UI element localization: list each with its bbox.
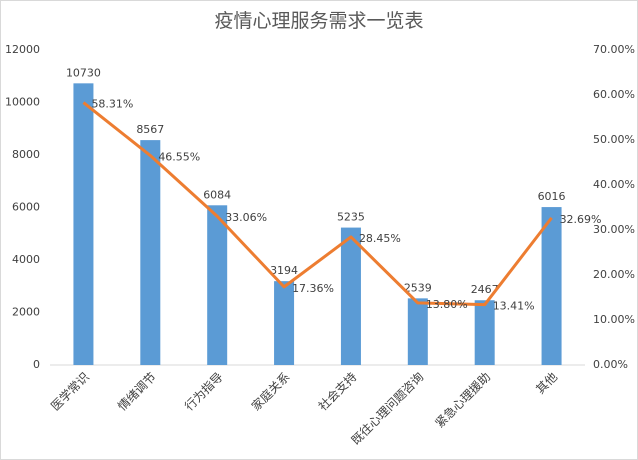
y2-tick-label: 0.00% [593, 358, 628, 371]
line-value-label: 13.80% [426, 298, 468, 311]
y-tick-label: 12000 [5, 43, 40, 56]
line-value-label: 13.41% [493, 300, 535, 313]
bar-value-label: 2539 [404, 281, 432, 294]
y2-tick-label: 70.00% [593, 43, 635, 56]
line-value-label: 17.36% [292, 282, 334, 295]
y-tick-label: 8000 [12, 148, 40, 161]
line-value-label: 32.69% [560, 213, 602, 226]
y2-tick-label: 40.00% [593, 178, 635, 191]
bar-value-label: 3194 [270, 264, 298, 277]
bar-value-label: 10730 [66, 66, 101, 79]
line [82, 101, 553, 307]
bar [140, 140, 161, 365]
y-tick-label: 10000 [5, 96, 40, 109]
line-value-label: 58.31% [91, 98, 133, 111]
y2-tick-label: 20.00% [593, 268, 635, 281]
y-tick-label: 4000 [12, 253, 40, 266]
bar [474, 300, 495, 365]
y2-tick-label: 10.00% [593, 313, 635, 326]
bar [207, 205, 228, 365]
line-value-label: 46.55% [158, 151, 200, 164]
y2-tick-label: 60.00% [593, 88, 635, 101]
y-tick-label: 0 [33, 358, 40, 371]
bar [407, 298, 428, 365]
bar [541, 207, 562, 365]
bar [340, 227, 361, 365]
y2-tick-label: 30.00% [593, 223, 635, 236]
bar-value-label: 6016 [538, 190, 566, 203]
line-value-label: 33.06% [225, 211, 267, 224]
line-value-label: 28.45% [359, 232, 401, 245]
bar [274, 281, 295, 365]
chart-title: 疫情心理服务需求一览表 [214, 10, 423, 32]
y2-tick-label: 50.00% [593, 133, 635, 146]
y-tick-label: 6000 [12, 201, 40, 214]
bar-value-label: 5235 [337, 211, 365, 224]
bar [73, 83, 94, 366]
y-tick-label: 2000 [12, 306, 40, 319]
bar-value-label: 8567 [136, 123, 164, 136]
bar-value-label: 2467 [471, 283, 499, 296]
bar-value-label: 6084 [203, 188, 231, 201]
